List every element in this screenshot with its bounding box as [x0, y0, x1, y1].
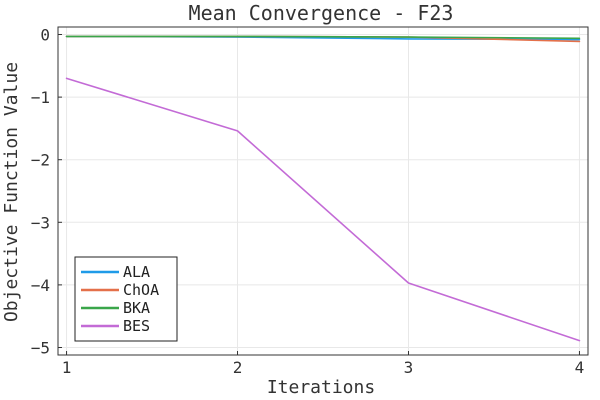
- y-tick-label: −5: [31, 338, 50, 357]
- y-tick-label: −1: [31, 88, 50, 107]
- x-tick-label: 1: [62, 358, 72, 377]
- chart-title: Mean Convergence - F23: [189, 1, 454, 25]
- x-tick-label: 4: [575, 358, 585, 377]
- series-lines: [65, 35, 581, 342]
- legend-label-bka: BKA: [123, 299, 150, 317]
- legend-label-bes: BES: [123, 317, 150, 335]
- y-axis-label: Objective Function Value: [1, 62, 22, 322]
- x-tick-label: 3: [404, 358, 414, 377]
- legend-label-choa: ChOA: [123, 281, 159, 299]
- x-tick-label: 2: [233, 358, 243, 377]
- plot-frame: [57, 26, 589, 356]
- axis-ticks: 1 2 3 4 0 −1 −2 −3 −4 −5: [31, 26, 585, 377]
- legend-label-ala: ALA: [123, 263, 150, 281]
- y-tick-label: −2: [31, 151, 50, 170]
- y-tick-label: −4: [31, 276, 50, 295]
- series-line-bes: [65, 77, 581, 342]
- y-tick-label: −3: [31, 213, 50, 232]
- y-tick-label: 0: [40, 26, 50, 45]
- series-line-bka: [65, 35, 581, 40]
- grid: [58, 27, 588, 355]
- x-axis-label: Iterations: [267, 377, 375, 398]
